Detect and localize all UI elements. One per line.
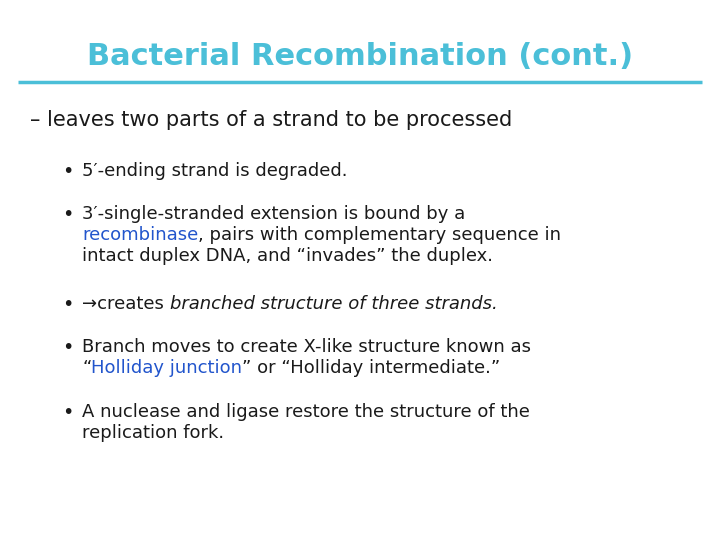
Text: replication fork.: replication fork. <box>82 424 224 442</box>
Text: 5′-ending strand is degraded.: 5′-ending strand is degraded. <box>82 162 348 180</box>
Text: intact duplex DNA, and “invades” the duplex.: intact duplex DNA, and “invades” the dup… <box>82 247 493 265</box>
Text: →creates: →creates <box>82 295 170 313</box>
Text: •: • <box>63 162 73 181</box>
Text: ” or “Holliday intermediate.”: ” or “Holliday intermediate.” <box>243 359 500 377</box>
Text: •: • <box>63 295 73 314</box>
Text: “: “ <box>82 359 91 377</box>
Text: Bacterial Recombination (cont.): Bacterial Recombination (cont.) <box>87 42 633 71</box>
Text: Branch moves to create X-like structure known as: Branch moves to create X-like structure … <box>82 338 531 356</box>
Text: •: • <box>63 403 73 422</box>
Text: Holliday junction: Holliday junction <box>91 359 243 377</box>
Text: 3′-single-stranded extension is bound by a: 3′-single-stranded extension is bound by… <box>82 205 465 223</box>
Text: , pairs with complementary sequence in: , pairs with complementary sequence in <box>198 226 562 244</box>
Text: branched structure of three strands.: branched structure of three strands. <box>170 295 498 313</box>
Text: •: • <box>63 338 73 357</box>
Text: •: • <box>63 205 73 224</box>
Text: – leaves two parts of a strand to be processed: – leaves two parts of a strand to be pro… <box>30 110 512 130</box>
Text: A nuclease and ligase restore the structure of the: A nuclease and ligase restore the struct… <box>82 403 530 421</box>
Text: recombinase: recombinase <box>82 226 198 244</box>
